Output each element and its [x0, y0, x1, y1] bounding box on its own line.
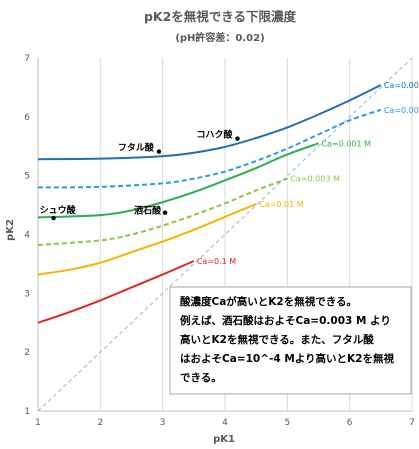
x-tick-label: 1 [35, 418, 41, 428]
y-tick-label: 1 [24, 407, 30, 417]
series-label-1: Ca=0.0001 M [384, 81, 419, 90]
y-tick-label: 5 [24, 172, 30, 182]
data-point-label: シュウ酸 [40, 204, 77, 216]
annotation-line-4: はおよそCa=10^-4 Mより高いとK2を無視 [180, 352, 394, 365]
series-group: Ca=0.0001 M Ca=0.0003 M Ca=0.001 M Ca=0.003… [37, 81, 419, 324]
annotation-line-2: 例えば、酒石酸はおよそCa=0.003 M より [180, 314, 391, 327]
chart-title: pK2を無視できる下限濃度 [144, 9, 297, 24]
chart-subtitle: (pH許容差：0.02) [175, 31, 264, 44]
data-point-label: フタル酸 [118, 142, 155, 154]
data-point [51, 215, 56, 221]
series-label-2: Ca=0.0003 M [384, 106, 419, 115]
series-line-3 [37, 142, 319, 219]
annotation-box: 酸濃度Caが高いとK2を無視できる。 例えば、酒石酸はおよそCa=0.003 M… [169, 286, 412, 395]
x-tick-label: 5 [284, 418, 290, 428]
axes: 1 2 3 4 5 6 7 1 2 3 4 5 6 7 [24, 54, 415, 428]
y-tick-label: 6 [24, 113, 30, 123]
series-line-5 [37, 202, 257, 276]
data-point-label: 酒石酸 [134, 205, 162, 217]
x-tick-label: 4 [222, 418, 228, 428]
y-axis-title: pK2 [5, 219, 16, 241]
series-line-2 [37, 108, 382, 189]
y-tick-label: 4 [24, 231, 30, 241]
series-label-4: Ca=0.003 M [290, 175, 340, 184]
y-tick-label: 2 [24, 348, 30, 358]
y-tick-label: 7 [24, 54, 30, 64]
series-line-1 [37, 84, 382, 161]
x-tick-label: 3 [160, 418, 166, 428]
annotation-line-3: 高いとK2を無視できる。また、フタル酸 [180, 333, 374, 346]
x-axis-title: pK1 [213, 434, 235, 445]
series-label-5: Ca=0.01 M [259, 200, 304, 209]
annotation-line-5: できる。 [180, 372, 222, 384]
annotation-border [169, 286, 412, 395]
series-line-4 [37, 177, 288, 247]
x-tick-label: 6 [347, 418, 353, 428]
reference-line [37, 57, 413, 412]
data-point [156, 149, 162, 154]
data-point [162, 210, 168, 215]
x-tick-label: 2 [97, 418, 103, 428]
series-label-3: Ca=0.001 M [322, 139, 372, 148]
annotation-line-1: 酸濃度Caが高いとK2を無視できる。 [180, 295, 357, 308]
reference-line-group [37, 57, 413, 412]
series-label-6: Ca=0.1 M [197, 257, 236, 266]
data-point-label: コハク酸 [196, 129, 233, 141]
y-tick-label: 3 [24, 289, 30, 299]
data-point [235, 136, 240, 141]
series-line-6 [37, 260, 195, 324]
x-tick-label: 7 [409, 418, 415, 428]
